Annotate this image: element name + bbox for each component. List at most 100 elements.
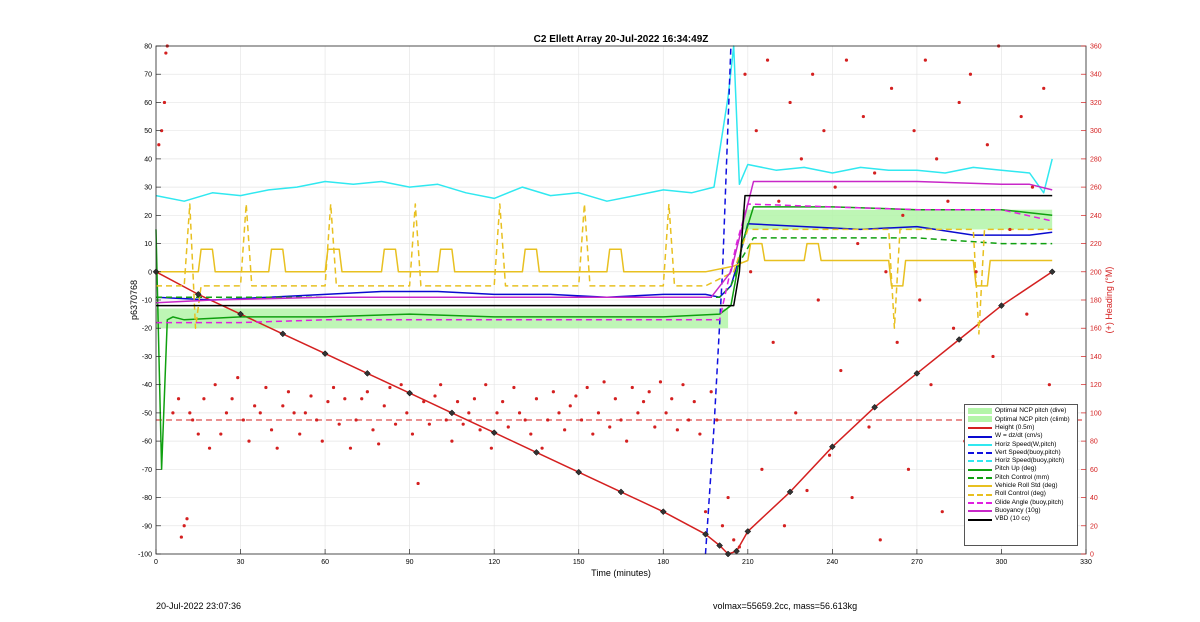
heading-point — [743, 72, 747, 76]
heading-point — [534, 397, 539, 401]
heading-point — [579, 418, 584, 422]
y2-tick-label: 360 — [1090, 44, 1102, 51]
heading-point — [625, 439, 629, 443]
x-tick-label: 210 — [742, 559, 754, 566]
heading-point — [182, 524, 186, 528]
heading-point — [529, 432, 533, 436]
heading-point — [185, 517, 189, 521]
heading-point — [664, 411, 668, 415]
heading-point — [416, 481, 420, 486]
heading-point — [196, 432, 200, 436]
heading-point — [923, 58, 927, 62]
heading-point — [901, 213, 905, 217]
heading-point — [281, 404, 285, 408]
heading-point — [839, 368, 843, 373]
legend-swatch — [968, 441, 992, 448]
height-marker — [194, 291, 202, 298]
legend-swatch — [968, 507, 992, 514]
heading-point — [546, 418, 550, 422]
legend-swatch — [968, 408, 992, 415]
heading-point — [164, 51, 168, 55]
y-tick-label: 20 — [144, 213, 152, 220]
heading-point — [771, 340, 775, 344]
legend-swatch — [968, 482, 992, 489]
y-tick-label: 70 — [144, 72, 152, 79]
y2-tick-label: 320 — [1090, 100, 1102, 107]
height-marker — [364, 370, 371, 377]
heading-point — [946, 199, 950, 203]
height-marker — [406, 389, 413, 397]
optimal-pitch-climb-band — [742, 209, 1053, 230]
heading-point — [433, 394, 437, 398]
height-marker — [744, 528, 752, 535]
y-tick-label: -10 — [142, 298, 152, 305]
heading-point — [889, 86, 894, 90]
heading-point — [202, 397, 206, 401]
y-tick-label: -40 — [142, 382, 152, 389]
y2-tick-label: 260 — [1090, 185, 1102, 192]
legend-swatch — [968, 491, 992, 498]
heading-point — [517, 411, 522, 415]
heading-point — [230, 397, 234, 401]
y-tick-label: 50 — [144, 128, 152, 135]
x-tick-label: 120 — [488, 559, 500, 566]
y2-tick-label: 220 — [1090, 241, 1102, 248]
heading-point — [286, 390, 291, 394]
heading-point — [873, 171, 877, 175]
legend-label: Height (0.5m) — [995, 423, 1035, 431]
heading-point — [506, 425, 510, 429]
y-tick-label: 80 — [144, 44, 152, 51]
height-marker — [279, 330, 287, 338]
y-tick-label: -100 — [138, 552, 152, 559]
heading-point — [726, 495, 730, 500]
y2-tick-label: 80 — [1090, 439, 1098, 446]
heading-point — [641, 400, 646, 404]
height-marker — [533, 449, 540, 456]
heading-point — [850, 495, 854, 500]
legend-entry: VBD (10 cc) — [968, 515, 1074, 523]
y2-axis-ticks: 0 20 40 60 80 100 120 140 160 180 200 220 240 260 280 3… — [1081, 44, 1102, 559]
legend-entry: Pitch Control (mm) — [968, 473, 1074, 481]
heading-point — [788, 100, 792, 105]
legend-label: Pitch Control (mm) — [995, 473, 1050, 481]
x-tick-label: 330 — [1080, 559, 1092, 566]
heading-point — [540, 446, 544, 450]
heading-point — [377, 442, 381, 446]
heading-point — [258, 411, 262, 415]
height-marker — [829, 443, 836, 451]
series-w-dz-dt-cm-s — [155, 223, 1053, 301]
heading-point — [472, 397, 477, 401]
heading-point — [703, 510, 708, 514]
heading-point — [512, 385, 516, 390]
heading-point — [856, 241, 860, 246]
legend-label: Roll Control (deg) — [995, 490, 1046, 498]
legend-swatch — [968, 474, 992, 481]
heading-point — [799, 157, 803, 161]
heading-point — [241, 418, 245, 422]
heading-point — [315, 418, 319, 422]
heading-point — [298, 432, 302, 436]
legend-entry: Roll Control (deg) — [968, 490, 1074, 498]
x-tick-label: 30 — [237, 559, 245, 566]
heading-points — [152, 44, 1056, 558]
heading-point — [247, 439, 251, 443]
legend-label: Vert Speed(buoy,pitch) — [995, 448, 1061, 456]
heading-point — [822, 129, 826, 133]
legend-entry: Vert Speed(buoy,pitch) — [968, 448, 1074, 456]
legend-swatch — [968, 457, 992, 464]
heading-point — [501, 400, 505, 404]
heading-point — [1019, 114, 1023, 119]
series-horiz-speed-w-pitch — [155, 45, 1053, 202]
heading-point — [867, 425, 871, 429]
heading-point — [574, 394, 578, 398]
heading-point — [675, 428, 679, 432]
height-marker — [237, 310, 244, 318]
x-axis-label: Time (minutes) — [591, 568, 651, 578]
legend-swatch — [968, 499, 992, 506]
heading-point — [410, 432, 415, 436]
y-tick-label: -90 — [142, 523, 152, 530]
heading-point — [444, 418, 448, 422]
heading-point — [207, 446, 212, 450]
heading-point — [940, 510, 944, 514]
heading-point — [331, 385, 336, 390]
